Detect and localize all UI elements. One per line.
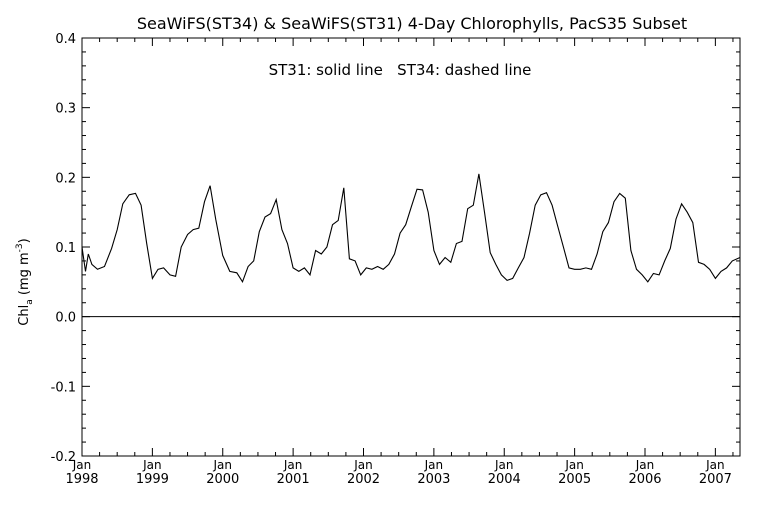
x-tick-label-year: 2005 xyxy=(558,472,591,487)
y-axis-label: Chla (mg m-3) xyxy=(15,238,35,325)
x-tick-label-month: Jan xyxy=(705,458,725,472)
y-axis-label-sub: a xyxy=(25,299,35,305)
y-axis-label-main: Chl xyxy=(17,305,32,326)
y-axis-label-sup: -3 xyxy=(15,243,25,252)
x-tick-label-month: Jan xyxy=(353,458,373,472)
x-tick-label-month: Jan xyxy=(142,458,162,472)
x-tick-label-year: 2000 xyxy=(206,472,239,487)
x-tick-label-year: 2003 xyxy=(417,472,450,487)
chart-title: SeaWiFS(ST34) & SeaWiFS(ST31) 4-Day Chlo… xyxy=(137,14,687,33)
y-axis-label-unit: (mg m xyxy=(17,252,32,299)
x-tick-label-month: Jan xyxy=(283,458,303,472)
x-tick-label-year: 2001 xyxy=(277,472,310,487)
x-tick-label-year: 2006 xyxy=(628,472,661,487)
x-tick-label-month: Jan xyxy=(564,458,584,472)
y-tick-label: -0.2 xyxy=(51,450,76,465)
x-tick-label-year: 2004 xyxy=(488,472,521,487)
y-tick-label: 0.4 xyxy=(55,32,76,47)
series-line-solid xyxy=(81,173,741,284)
x-tick-label-month: Jan xyxy=(72,458,92,472)
x-tick-label-year: 2002 xyxy=(347,472,380,487)
y-tick-label: 0.0 xyxy=(55,311,76,326)
x-tick-label-year: 1998 xyxy=(65,472,98,487)
y-tick-label: 0.2 xyxy=(55,171,76,186)
chart-annotation: ST31: solid line ST34: dashed line xyxy=(269,61,532,79)
x-tick-label-month: Jan xyxy=(494,458,514,472)
y-tick-label: 0.1 xyxy=(55,241,76,256)
x-tick-label-month: Jan xyxy=(212,458,232,472)
y-tick-label: -0.1 xyxy=(51,380,76,395)
x-tick-label-year: 1999 xyxy=(136,472,169,487)
x-tick-label-month: Jan xyxy=(635,458,655,472)
x-tick-label-year: 2007 xyxy=(699,472,732,487)
y-axis-label-close: ) xyxy=(17,238,32,243)
x-tick-label-month: Jan xyxy=(424,458,444,472)
y-tick-label: 0.3 xyxy=(55,102,76,117)
